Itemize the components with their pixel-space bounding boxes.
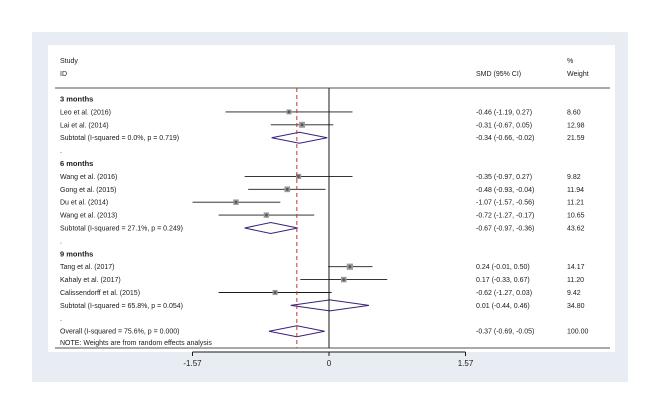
overall-weight: 100.00 — [567, 329, 589, 336]
row-study — [218, 212, 315, 218]
group-label: 9 months — [60, 249, 93, 258]
overall-diamond — [268, 325, 325, 338]
point-estimate — [297, 175, 300, 178]
row-overall — [268, 325, 325, 338]
row-study — [270, 121, 334, 128]
study-label: Leo et al. (2016) — [60, 109, 111, 116]
subtotal-weight: 43.62 — [567, 226, 585, 233]
subtotal-weight: 21.59 — [567, 135, 585, 142]
subtotal-weight: 34.80 — [567, 303, 585, 310]
point-estimate — [287, 110, 291, 114]
study-ci-text: -0.46 (-1.19, 0.27) — [476, 109, 532, 116]
study-ci-text: 0.17 (-0.33, 0.67) — [476, 277, 530, 284]
study-weight: 10.65 — [567, 213, 585, 220]
study-ci-text: -1.07 (-1.57, -0.56) — [476, 200, 534, 207]
row-study — [218, 289, 332, 296]
study-ci-text: -0.72 (-1.27, -0.17) — [476, 213, 534, 220]
subtotal-diamond — [271, 131, 328, 144]
header-id: ID — [60, 71, 67, 78]
header-percent: % — [567, 58, 573, 65]
x-tick-label: 1.57 — [458, 359, 474, 368]
study-label: Calissendorff et al. (2015) — [60, 290, 140, 297]
subtotal-diamond — [244, 221, 298, 235]
subtotal-label: Subtotal (I-squared = 0.0%, p = 0.719) — [60, 135, 179, 142]
spacer-dot: . — [60, 316, 62, 323]
study-ci-text: 0.24 (-0.01, 0.50) — [476, 264, 530, 271]
row-study — [328, 263, 373, 270]
study-label: Wang et al. (2013) — [60, 213, 117, 220]
row-study — [300, 276, 388, 283]
subtotal-label: Subtotal (I-squared = 65.8%, p = 0.054) — [60, 303, 183, 310]
study-label: Tang et al. (2017) — [60, 264, 114, 271]
spacer-dot: . — [60, 238, 62, 245]
study-label: Kahaly et al. (2017) — [60, 277, 121, 284]
group-label: 3 months — [60, 95, 93, 104]
point-estimate — [285, 187, 289, 191]
study-weight: 11.20 — [567, 277, 584, 284]
study-ci-text: -0.31 (-0.67, 0.05) — [476, 122, 532, 129]
study-ci-text: -0.35 (-0.97, 0.27) — [476, 174, 532, 181]
point-estimate — [342, 278, 346, 281]
row-study — [192, 199, 281, 205]
overall-label: Overall (I-squared = 75.6%, p = 0.000) — [60, 329, 179, 336]
plot-panel — [48, 45, 615, 352]
header-study: Study — [60, 58, 78, 65]
study-weight: 12.98 — [567, 122, 585, 129]
study-weight: 14.17 — [567, 264, 585, 271]
point-estimate — [265, 213, 268, 217]
group-label: 6 months — [60, 159, 93, 168]
point-estimate — [300, 123, 304, 127]
row-study — [225, 109, 353, 115]
point-estimate — [348, 265, 352, 269]
subtotal-label: Subtotal (I-squared = 27.1%, p = 0.249) — [60, 226, 183, 233]
row-subtotal — [244, 221, 298, 235]
study-label: Du et al. (2014) — [60, 200, 108, 207]
overall-ci-text: -0.37 (-0.69, -0.05) — [476, 329, 534, 336]
study-weight: 11.21 — [567, 200, 584, 207]
study-weight: 9.82 — [567, 174, 581, 181]
row-subtotal — [290, 299, 370, 312]
study-label: Wang et al. (2016) — [60, 174, 117, 181]
header-weight: Weight — [567, 71, 589, 78]
subtotal-ci-text: -0.34 (-0.66, -0.02) — [476, 135, 534, 142]
study-label: Lai et al. (2014) — [60, 122, 109, 129]
point-estimate — [234, 200, 238, 204]
study-weight: 8.60 — [567, 109, 581, 116]
spacer-dot: . — [60, 148, 62, 155]
study-weight: 11.94 — [567, 187, 584, 194]
x-tick-label: -1.57 — [183, 359, 202, 368]
study-label: Gong et al. (2015) — [60, 187, 116, 194]
subtotal-diamond — [290, 299, 370, 312]
subtotal-ci-text: -0.67 (-0.97, -0.36) — [476, 226, 534, 233]
subtotal-ci-text: 0.01 (-0.44, 0.46) — [476, 303, 530, 310]
study-ci-text: -0.48 (-0.93, -0.04) — [476, 187, 534, 194]
footnote: NOTE: Weights are from random effects an… — [60, 340, 212, 347]
study-weight: 9.42 — [567, 290, 581, 297]
x-tick-label: 0 — [327, 359, 332, 368]
row-study — [248, 186, 326, 193]
point-estimate — [273, 291, 277, 294]
row-subtotal — [271, 131, 328, 144]
row-study — [244, 173, 353, 180]
study-ci-text: -0.62 (-1.27, 0.03) — [476, 290, 532, 297]
header-smd: SMD (95% CI) — [476, 71, 521, 78]
